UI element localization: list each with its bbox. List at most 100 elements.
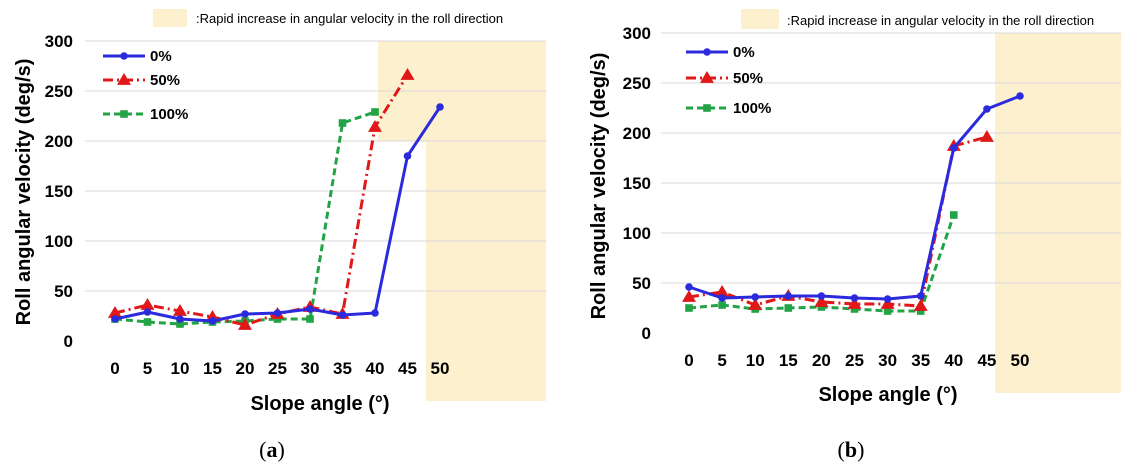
data-point-s0	[817, 292, 826, 300]
data-point-s0	[306, 305, 314, 313]
x-tick-label: 25	[845, 351, 864, 370]
panel-label-open: (	[838, 437, 845, 462]
data-point-s50	[368, 120, 382, 132]
data-point-s0	[1016, 92, 1024, 100]
panel-label-close: )	[857, 437, 864, 462]
data-point-s0	[143, 308, 152, 316]
data-point-s100	[916, 307, 925, 315]
legend-label-s50: 50%	[150, 72, 180, 89]
data-point-s100	[176, 320, 184, 328]
data-point-s0	[338, 311, 347, 319]
legend-label-s0: 0%	[150, 48, 172, 65]
data-point-s0	[685, 283, 693, 291]
highlight-legend-swatch	[153, 9, 187, 27]
x-tick-label: 10	[746, 351, 765, 370]
y-tick-label: 150	[623, 174, 651, 193]
legend-label-s0: 0%	[733, 44, 755, 61]
x-tick-label: 45	[977, 351, 996, 370]
data-point-s100	[883, 307, 892, 315]
data-point-s50	[400, 68, 415, 80]
x-tick-label: 20	[812, 351, 831, 370]
y-tick-label: 50	[54, 282, 73, 301]
y-tick-label: 100	[623, 224, 651, 243]
x-tick-label: 0	[684, 351, 693, 370]
data-point-s100	[371, 108, 379, 116]
x-tick-label: 10	[171, 359, 190, 378]
data-point-s100	[950, 211, 958, 219]
highlight-legend-label: :Rapid increase in angular velocity in t…	[787, 13, 1094, 28]
panel-label-letter: b	[845, 437, 857, 462]
data-point-s100	[817, 303, 826, 311]
y-tick-label: 0	[64, 332, 73, 351]
series-line-s50	[688, 135, 988, 308]
x-tick-label: 5	[717, 351, 726, 370]
highlight-region	[426, 41, 546, 401]
data-point-s0	[273, 309, 282, 317]
chart-panel-b: :Rapid increase in angular velocity in t…	[588, 9, 1121, 462]
legend-label-s50: 50%	[733, 70, 763, 87]
x-tick-label: 15	[203, 359, 222, 378]
data-point-s50	[979, 130, 994, 142]
y-tick-label: 250	[623, 74, 651, 93]
data-point-s0	[208, 317, 217, 325]
y-tick-label: 300	[623, 24, 651, 43]
x-axis-label: Slope angle (°)	[250, 393, 389, 415]
x-tick-label: 30	[301, 359, 320, 378]
data-point-s50	[140, 298, 155, 310]
highlight-region	[995, 33, 1121, 393]
x-tick-label: 30	[878, 351, 897, 370]
data-point-s0	[403, 152, 412, 160]
y-axis-label: Roll angular velocity (deg/s)	[13, 59, 35, 326]
x-tick-label: 0	[110, 359, 119, 378]
y-tick-label: 150	[45, 182, 73, 201]
x-tick-label: 50	[431, 359, 450, 378]
y-tick-label: 100	[45, 232, 73, 251]
series-line-s100	[114, 110, 376, 326]
y-tick-label: 50	[632, 274, 651, 293]
y-tick-label: 250	[45, 82, 73, 101]
x-tick-label: 35	[333, 359, 352, 378]
legend-label-s100: 100%	[733, 100, 771, 117]
x-tick-label: 20	[236, 359, 255, 378]
x-tick-label: 45	[398, 359, 417, 378]
data-point-s50	[715, 285, 730, 297]
y-tick-label: 300	[45, 32, 73, 51]
data-point-s0	[176, 315, 184, 323]
x-tick-label: 5	[143, 359, 152, 378]
data-point-s0	[916, 292, 925, 300]
x-tick-label: 40	[944, 351, 963, 370]
data-point-s0	[784, 292, 793, 300]
data-point-s0	[718, 294, 726, 302]
legend-marker-s100	[120, 110, 128, 118]
highlight-legend-swatch	[741, 9, 779, 29]
x-tick-label: 40	[366, 359, 385, 378]
data-point-s0	[111, 315, 119, 323]
x-tick-label: 35	[911, 351, 930, 370]
legend-marker-s0	[703, 48, 711, 56]
data-point-s0	[241, 310, 249, 318]
y-tick-label: 200	[45, 132, 73, 151]
data-point-s100	[718, 301, 726, 309]
data-point-s0	[436, 103, 444, 111]
data-point-s100	[784, 304, 793, 312]
data-point-s100	[273, 315, 282, 323]
panel-label-letter: a	[267, 437, 278, 462]
data-point-s0	[371, 309, 379, 317]
data-point-s0	[751, 293, 759, 301]
data-point-s50	[173, 304, 187, 316]
y-tick-label: 200	[623, 124, 651, 143]
x-tick-label: 25	[268, 359, 287, 378]
data-point-s100	[685, 304, 693, 312]
x-tick-label: 15	[779, 351, 798, 370]
x-axis-label: Slope angle (°)	[818, 384, 957, 406]
legend-marker-s0	[120, 52, 128, 60]
data-point-s100	[338, 119, 347, 127]
panel-label-close: )	[278, 437, 285, 462]
series-line-s0	[688, 94, 1021, 301]
legend-marker-s50	[700, 71, 714, 83]
legend-label-s100: 100%	[150, 106, 188, 123]
data-point-s0	[950, 144, 958, 152]
data-point-s0	[883, 295, 892, 303]
data-point-s0	[983, 105, 991, 113]
